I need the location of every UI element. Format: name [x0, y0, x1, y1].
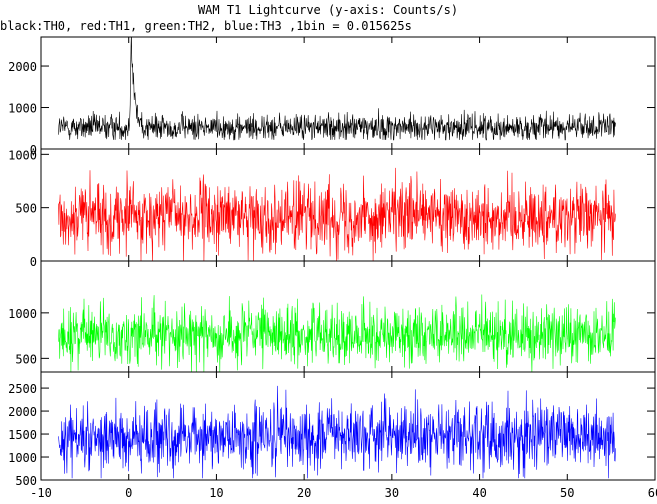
x-tick-label: 20	[297, 486, 311, 500]
y-tick-label: 1000	[8, 102, 37, 116]
panel-frame	[40, 260, 656, 373]
series-th1-line	[58, 167, 616, 261]
panel-th2: 500 1000	[8, 260, 656, 373]
y-tick-label: 2500	[8, 382, 37, 396]
series-th2-line	[58, 294, 616, 372]
y-tick-label: 0	[30, 255, 37, 269]
series-th0-line	[58, 37, 616, 141]
y-tick-label: 2000	[8, 405, 37, 419]
x-tick-label: 50	[560, 486, 574, 500]
y-tick-label: 1000	[8, 307, 37, 321]
x-tick-label: 40	[472, 486, 486, 500]
chart-subtitle: black:TH0, red:TH1, green:TH2, blue:TH3 …	[0, 19, 412, 33]
y-tick-label: 500	[15, 202, 37, 216]
panel-th1: 0 500 1000	[8, 148, 656, 269]
y-tick-label: 1500	[8, 428, 37, 442]
panels-group: 0100020000500100050010005001000150020002…	[8, 36, 656, 488]
series-th3-line	[58, 385, 616, 479]
x-tick-label: 30	[385, 486, 399, 500]
panel-frame	[40, 371, 656, 481]
x-axis: -10 0 10 20 30 40 50 60	[30, 486, 657, 500]
y-tick-label: 1000	[8, 451, 37, 465]
x-tick-label: -10	[30, 486, 52, 500]
y-tick-label: 500	[15, 352, 37, 366]
x-tick-label: 60	[648, 486, 657, 500]
panel-th3: 500 1000 1500 2000 2500	[8, 371, 656, 488]
y-tick-label: 0	[30, 143, 37, 157]
y-tick-label: 2000	[8, 60, 37, 74]
x-tick-label: 0	[125, 486, 132, 500]
chart-title: WAM T1 Lightcurve (y-axis: Counts/s)	[198, 3, 458, 17]
panel-th0: 0 1000 2000	[8, 36, 656, 157]
x-tick-label: 10	[209, 486, 223, 500]
y-tick-label: 1000	[8, 148, 37, 162]
panel-frame	[40, 148, 656, 262]
y-tick-label: 500	[15, 474, 37, 488]
